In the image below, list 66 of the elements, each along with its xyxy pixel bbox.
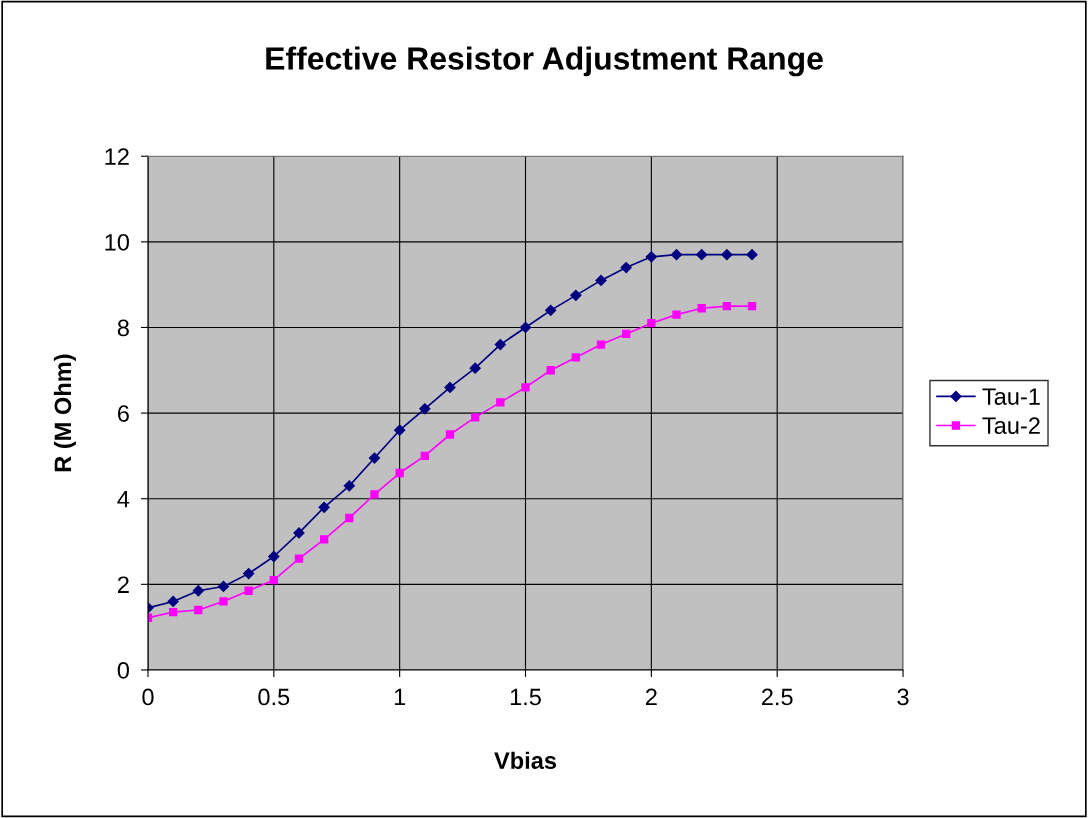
- point: [696, 249, 708, 261]
- point: [521, 383, 530, 392]
- point: [494, 338, 506, 351]
- point: [697, 304, 706, 313]
- x-tick-label: 2: [645, 688, 657, 706]
- point: [747, 301, 757, 311]
- point: [343, 480, 355, 492]
- x-axis-title: Vbias: [494, 751, 557, 770]
- point: [167, 595, 179, 608]
- point: [217, 580, 230, 593]
- point: [219, 597, 228, 606]
- point: [519, 321, 532, 334]
- point: [168, 607, 178, 617]
- legend-label: Tau-1: [982, 388, 1040, 405]
- y-axis-title: R (M Ohm): [53, 354, 76, 472]
- point: [622, 329, 631, 339]
- point: [596, 340, 606, 349]
- point: [546, 366, 555, 375]
- point: [571, 353, 581, 362]
- point: [318, 501, 330, 513]
- point: [444, 381, 456, 394]
- point: [345, 513, 354, 523]
- point: [192, 585, 204, 597]
- point: [722, 301, 732, 311]
- point: [419, 403, 431, 415]
- y-tick-label: 10: [105, 233, 129, 251]
- point: [244, 586, 253, 595]
- point: [269, 575, 278, 585]
- x-tick-label: 1: [394, 688, 406, 706]
- point: [469, 362, 481, 374]
- x-tick-label: 2.5: [761, 688, 793, 706]
- y-tick-label: 12: [105, 148, 129, 165]
- point: [394, 424, 406, 436]
- point: [570, 289, 582, 301]
- point: [620, 261, 632, 274]
- point: [746, 249, 758, 261]
- point: [545, 304, 557, 316]
- y-tick-label: 0: [117, 662, 129, 679]
- point: [445, 430, 455, 439]
- point: [672, 310, 681, 319]
- point: [243, 568, 255, 580]
- y-tick-label: 6: [117, 405, 129, 422]
- x-tick-label: 1.5: [510, 688, 541, 706]
- y-tick-label: 4: [117, 491, 130, 508]
- point: [268, 550, 280, 563]
- legend-label: Tau-2: [982, 417, 1040, 434]
- point: [194, 605, 203, 615]
- y-tick-label: 2: [117, 576, 129, 593]
- point: [370, 490, 379, 499]
- x-tick-label: 0: [142, 688, 154, 706]
- point: [496, 398, 505, 407]
- point: [670, 249, 683, 261]
- point: [645, 251, 657, 263]
- point: [647, 319, 656, 328]
- point: [721, 249, 733, 261]
- point: [470, 413, 480, 422]
- point: [368, 452, 381, 464]
- point: [319, 535, 329, 544]
- point: [420, 451, 429, 461]
- x-tick-label: 3: [897, 688, 909, 706]
- point: [294, 554, 304, 563]
- x-tick-label: 0.5: [258, 688, 290, 706]
- y-tick-label: 8: [117, 319, 129, 337]
- point: [395, 468, 404, 478]
- chart-title: Effective Resistor Adjustment Range: [266, 46, 823, 77]
- point: [595, 274, 607, 286]
